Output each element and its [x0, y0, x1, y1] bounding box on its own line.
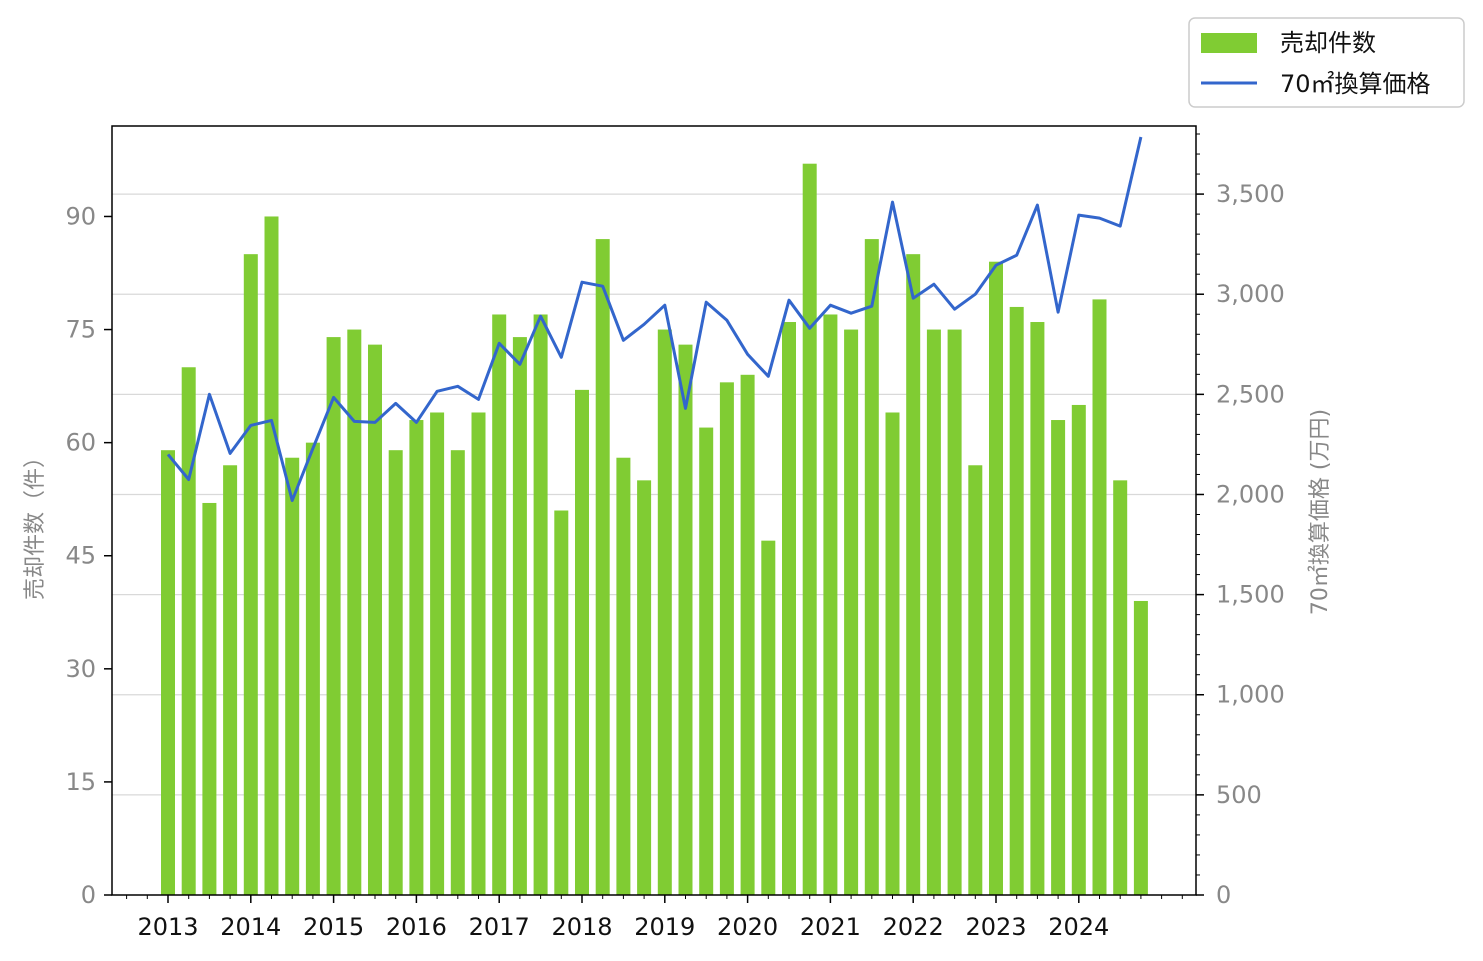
bar [1030, 322, 1045, 895]
bar [285, 457, 300, 895]
bar [1133, 600, 1148, 895]
right-tick-label: 2,500 [1216, 380, 1285, 408]
legend-box [1188, 17, 1465, 108]
bar [968, 465, 983, 895]
bar [181, 367, 196, 896]
right-y-axis: 0 500 1,000 1,500 2,000 2,500 3,000 3,500 [1196, 133, 1285, 909]
bar [1071, 404, 1086, 895]
legend: 売却件数 70㎡換算価格 [1188, 17, 1465, 108]
bar [844, 329, 859, 895]
legend-label-bar: 売却件数 [1280, 29, 1376, 57]
bar-series [161, 163, 1148, 896]
x-tick-label: 2016 [386, 913, 447, 941]
bar [492, 314, 507, 896]
bar [388, 450, 403, 895]
price-line [166, 136, 1143, 502]
bar [595, 239, 610, 895]
x-tick-label: 2019 [634, 913, 695, 941]
bar [430, 412, 445, 895]
bar [554, 510, 569, 895]
left-tick-label: 15 [65, 768, 96, 796]
right-tick-label: 2,000 [1216, 480, 1285, 508]
right-axis-title: 70㎡換算価格 (万円) [1307, 409, 1333, 615]
x-tick-label: 2013 [137, 913, 198, 941]
bar [533, 314, 548, 896]
left-tick-label: 0 [81, 881, 96, 909]
bar [1009, 306, 1024, 895]
legend-label-line: 70㎡換算価格 [1280, 70, 1431, 98]
right-tick-label: 1,500 [1216, 581, 1285, 609]
x-tick-label: 2020 [717, 913, 778, 941]
right-tick-label: 500 [1216, 781, 1262, 809]
bar [657, 329, 672, 895]
bar [409, 420, 424, 895]
bar [161, 450, 175, 895]
bar [512, 337, 527, 896]
bar [368, 344, 382, 895]
bar [740, 374, 755, 895]
x-axis: 2013 2014 2015 2016 2017 2018 2019 2020 2021 2022… [126, 895, 1183, 941]
left-tick-label: 45 [65, 542, 96, 570]
bar [616, 457, 631, 895]
line-series [166, 136, 1143, 502]
bar [864, 239, 879, 895]
left-tick-label: 90 [65, 202, 96, 230]
left-y-axis: 0 15 30 45 60 75 90 [65, 202, 112, 909]
right-tick-label: 0 [1216, 881, 1231, 909]
bar [1113, 480, 1128, 895]
x-tick-label: 2014 [220, 913, 281, 941]
bar [637, 480, 652, 895]
x-tick-label: 2024 [1048, 913, 1109, 941]
bar [947, 329, 962, 895]
x-tick-label: 2021 [800, 913, 861, 941]
bar [305, 442, 320, 895]
x-tick-label: 2023 [965, 913, 1026, 941]
right-tick-label: 3,500 [1216, 180, 1285, 208]
bar [678, 344, 693, 895]
bar [823, 314, 838, 896]
bar [761, 540, 776, 895]
bar [450, 450, 465, 895]
left-axis-title: 売却件数（件） [23, 446, 48, 600]
bar [223, 465, 238, 895]
bar [243, 254, 258, 895]
bar [699, 427, 714, 895]
bar [347, 329, 362, 895]
x-tick-label: 2018 [551, 913, 612, 941]
bar [202, 502, 217, 895]
bar [926, 329, 941, 895]
x-tick-label: 2022 [883, 913, 944, 941]
plot-frame [111, 125, 1197, 896]
bar [885, 412, 900, 895]
bar [782, 322, 796, 895]
bar [719, 382, 734, 895]
left-tick-label: 30 [65, 655, 96, 683]
bar [802, 163, 817, 896]
bar [326, 337, 341, 896]
bar [471, 412, 486, 895]
bar [1051, 420, 1066, 895]
x-tick-label: 2017 [469, 913, 530, 941]
left-tick-label: 60 [65, 429, 96, 457]
right-tick-label: 1,000 [1216, 681, 1285, 709]
bar [989, 261, 1003, 895]
left-tick-label: 75 [65, 316, 96, 344]
right-tick-label: 3,000 [1216, 280, 1285, 308]
bar [575, 389, 589, 895]
x-tick-label: 2015 [303, 913, 364, 941]
bar [906, 254, 921, 895]
legend-bar-swatch [1201, 33, 1257, 53]
bar [1092, 299, 1107, 895]
bar [264, 216, 279, 895]
